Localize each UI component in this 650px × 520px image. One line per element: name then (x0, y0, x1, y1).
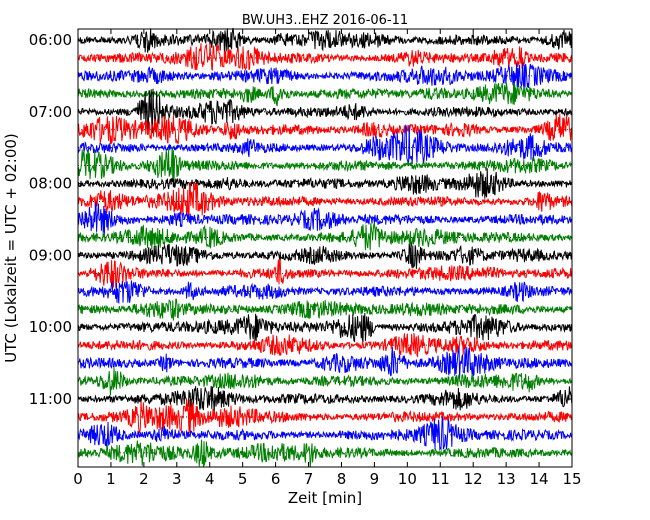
x-tick-label: 2 (139, 470, 149, 488)
y-tick-label: 09:00 (29, 246, 72, 264)
trace-0730 (77, 124, 573, 165)
x-tick-label: 6 (271, 470, 281, 488)
trace-group (77, 27, 573, 468)
x-tick-label: 11 (431, 470, 450, 488)
trace-0900 (77, 242, 573, 269)
x-tick-label: 12 (464, 470, 483, 488)
plot-frame (77, 28, 573, 468)
trace-0600 (77, 27, 573, 54)
x-tick-label: 5 (238, 470, 248, 488)
trace-0845 (77, 221, 573, 251)
trace-0745 (77, 146, 573, 183)
trace-0830 (77, 201, 573, 234)
x-axis-label: Zeit [min] (288, 489, 362, 507)
trace-0800 (77, 168, 573, 199)
trace-0645 (77, 82, 573, 107)
trace-1145 (77, 439, 573, 468)
x-tick-label: 4 (205, 470, 215, 488)
y-tick-label: 08:00 (29, 175, 72, 193)
trace-0715 (77, 113, 573, 145)
y-axis-label: UTC (Lokalzeit = UTC + 02:00) (2, 133, 20, 363)
x-tick-label: 13 (497, 470, 516, 488)
trace-1000 (77, 312, 573, 343)
trace-0815 (77, 182, 573, 220)
trace-0630 (77, 62, 573, 88)
y-tick-label: 06:00 (29, 31, 72, 49)
y-axis: 06:00 07:00 08:00 09:00 10:00 11:00 (29, 31, 572, 408)
trace-0945 (77, 298, 573, 321)
x-tick-label: 1 (106, 470, 116, 488)
trace-1130 (77, 416, 573, 451)
trace-0915 (77, 259, 572, 289)
chart-title: BW.UH3..EHZ 2016-06-11 (242, 13, 408, 28)
trace-1015 (77, 332, 573, 358)
y-tick-label: 10:00 (29, 318, 72, 336)
trace-1045 (77, 367, 573, 396)
trace-0615 (77, 42, 573, 71)
trace-0700 (77, 88, 573, 135)
y-tick-label: 07:00 (29, 103, 72, 121)
x-tick-label: 14 (530, 470, 549, 488)
x-tick-label: 7 (304, 470, 314, 488)
x-tick-label: 0 (73, 470, 83, 488)
trace-0930 (77, 280, 573, 304)
x-axis: 0 1 2 3 4 5 6 7 8 9 10 11 12 13 14 15 (73, 29, 582, 488)
y-tick-label: 11:00 (29, 390, 72, 408)
x-tick-label: 15 (562, 470, 581, 488)
x-tick-label: 10 (398, 470, 417, 488)
trace-1100 (77, 385, 573, 412)
x-tick-label: 9 (370, 470, 380, 488)
trace-1115 (77, 398, 573, 434)
x-tick-label: 8 (337, 470, 347, 488)
trace-1030 (77, 346, 573, 379)
x-tick-label: 3 (172, 470, 182, 488)
